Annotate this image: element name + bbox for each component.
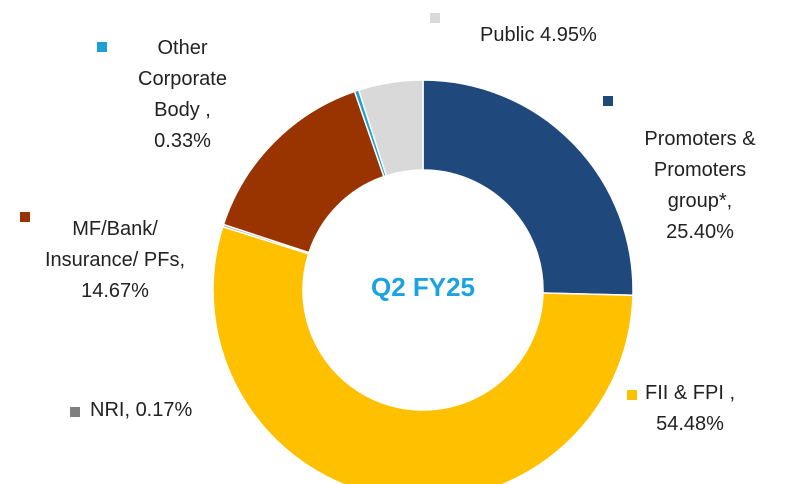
data-label: Public 4.95% — [480, 20, 680, 51]
legend-marker — [20, 212, 30, 222]
value-label: 54.48% — [656, 413, 724, 435]
data-label: NRI, 0.17% — [90, 395, 250, 426]
legend-marker — [430, 13, 440, 23]
legend-marker — [627, 390, 637, 400]
donut-segment — [422, 79, 634, 297]
category-label: MF/Bank/ Insurance/ PFs, — [44, 218, 186, 271]
category-label: NRI, — [90, 399, 130, 421]
data-label: Other Corporate Body , 0.33% — [125, 33, 240, 157]
data-label: Promoters & Promoters group*, 25.40% — [620, 124, 780, 248]
legend-marker — [70, 407, 80, 417]
data-label: FII & FPI , 54.48% — [605, 378, 775, 440]
data-label: MF/Bank/ Insurance/ PFs, 14.67% — [40, 214, 190, 307]
value-label: 25.40% — [666, 221, 734, 243]
donut-segment — [357, 79, 424, 177]
value-label: 4.95% — [540, 24, 597, 46]
donut-segment — [222, 90, 385, 254]
legend-marker — [97, 42, 107, 52]
value-label: 0.17% — [135, 399, 193, 421]
value-label: 0.33% — [154, 130, 211, 152]
center-label: Q2 FY25 — [370, 272, 476, 302]
category-label: Promoters & Promoters group*, — [644, 128, 756, 212]
value-label: 14.67% — [81, 280, 149, 302]
legend-marker — [603, 96, 613, 106]
donut-segment — [212, 225, 634, 484]
category-label: Public — [480, 24, 535, 46]
category-label: FII & FPI , — [644, 382, 735, 404]
category-label: Other Corporate Body , — [138, 37, 227, 121]
